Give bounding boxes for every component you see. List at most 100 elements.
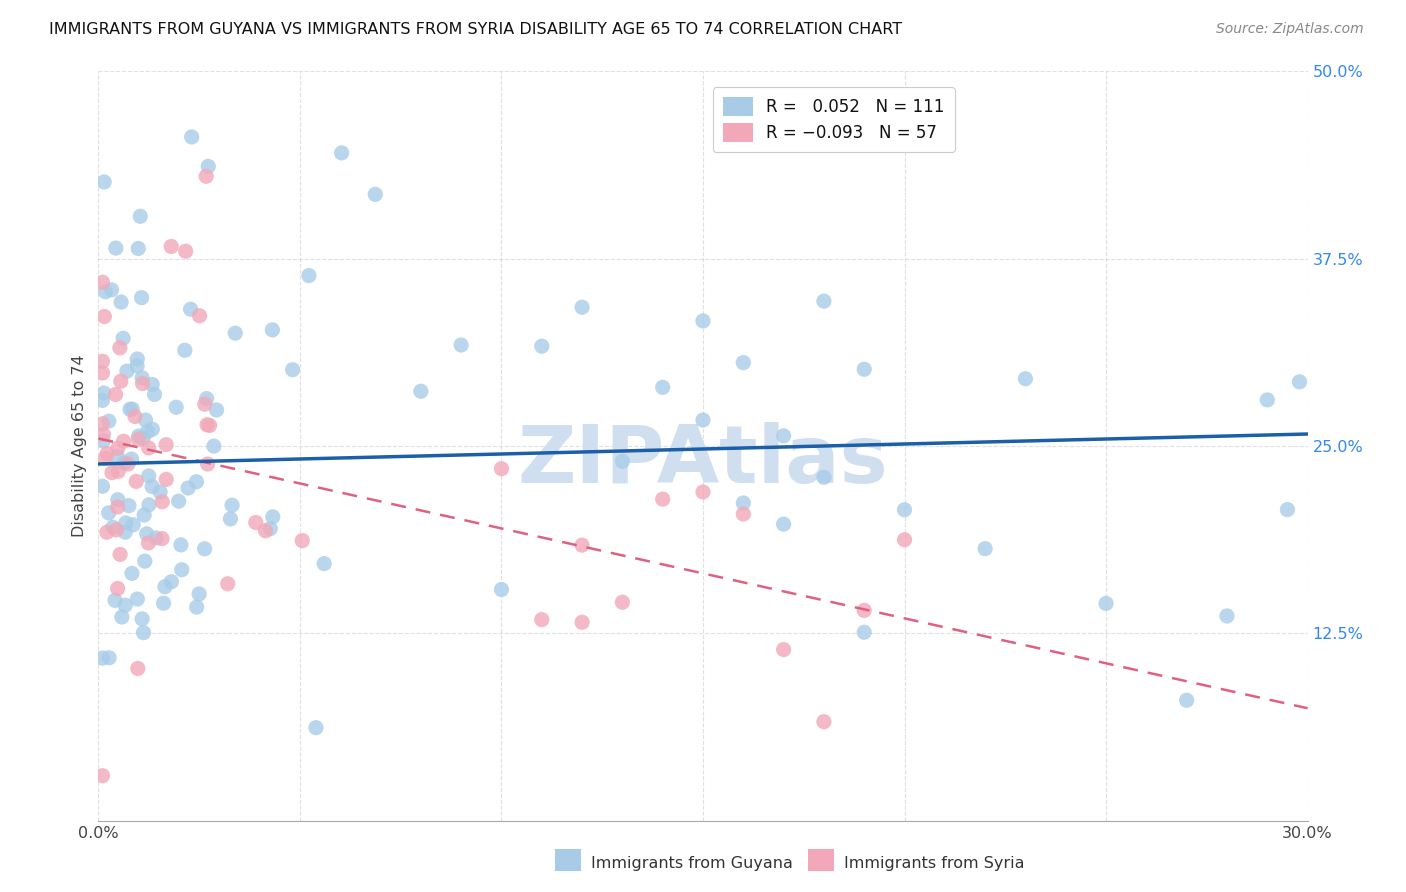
Point: [132, 625, 155, 640]
Point: [138, 441, 160, 455]
Point: [112, 331, 135, 345]
Point: [138, 536, 160, 550]
Point: [195, 392, 218, 406]
Point: [121, 402, 143, 417]
Point: [180, 302, 202, 317]
Point: [117, 457, 139, 471]
Point: [314, 557, 336, 571]
Point: [93, 427, 115, 442]
Point: [121, 566, 143, 581]
Point: [138, 469, 160, 483]
Point: [107, 500, 129, 514]
Point: [93, 175, 115, 189]
Point: [97, 414, 120, 428]
Text: Source: ZipAtlas.com: Source: ZipAtlas.com: [1216, 22, 1364, 37]
Point: [224, 326, 246, 341]
Point: [91, 366, 114, 380]
Point: [772, 642, 794, 657]
Point: [153, 580, 176, 594]
Point: [91, 354, 114, 368]
Point: [612, 595, 634, 609]
Point: [813, 470, 835, 484]
Point: [1095, 596, 1118, 610]
Point: [128, 429, 150, 443]
Point: [298, 268, 321, 283]
Point: [165, 401, 187, 415]
Point: [134, 508, 156, 522]
Point: [813, 294, 835, 309]
Text: ZIPAtlas: ZIPAtlas: [517, 422, 889, 500]
Point: [612, 454, 634, 468]
Point: [195, 417, 218, 432]
Point: [108, 341, 131, 355]
Point: [93, 310, 115, 324]
Point: [205, 403, 228, 417]
Point: [94, 451, 117, 466]
Point: [733, 507, 755, 521]
Point: [733, 356, 755, 370]
Point: [450, 338, 472, 352]
Point: [125, 359, 148, 373]
Point: [155, 437, 177, 451]
Point: [202, 439, 225, 453]
Point: [107, 450, 129, 464]
Point: [91, 275, 114, 289]
Point: [114, 525, 136, 540]
Point: [141, 479, 163, 493]
Point: [188, 309, 211, 323]
Point: [143, 387, 166, 401]
Point: [291, 533, 314, 548]
Text: Immigrants from Syria: Immigrants from Syria: [844, 856, 1024, 871]
Point: [281, 362, 304, 376]
Point: [127, 432, 149, 446]
Point: [107, 464, 129, 478]
Point: [692, 413, 714, 427]
Point: [364, 187, 387, 202]
Point: [122, 517, 145, 532]
Point: [127, 661, 149, 675]
Point: [127, 242, 149, 256]
Point: [174, 244, 197, 259]
Point: [186, 600, 208, 615]
Point: [893, 533, 915, 547]
Point: [245, 516, 267, 530]
Point: [101, 520, 124, 534]
Point: [112, 434, 135, 449]
Point: [100, 283, 122, 297]
Point: [160, 574, 183, 589]
Text: IMMIGRANTS FROM GUYANA VS IMMIGRANTS FROM SYRIA DISABILITY AGE 65 TO 74 CORRELAT: IMMIGRANTS FROM GUYANA VS IMMIGRANTS FRO…: [49, 22, 903, 37]
Point: [155, 472, 177, 486]
Point: [195, 169, 218, 184]
Point: [219, 512, 242, 526]
Point: [134, 554, 156, 568]
Point: [651, 380, 673, 394]
Point: [491, 461, 513, 475]
Point: [134, 413, 156, 427]
Text: Immigrants from Guyana: Immigrants from Guyana: [591, 856, 793, 871]
Point: [93, 386, 115, 401]
Point: [571, 300, 593, 314]
Point: [330, 145, 353, 160]
Point: [121, 452, 143, 467]
Point: [152, 596, 174, 610]
Point: [127, 351, 149, 366]
Point: [138, 498, 160, 512]
Point: [186, 475, 208, 489]
Point: [170, 538, 193, 552]
Point: [188, 587, 211, 601]
Point: [305, 721, 328, 735]
Point: [262, 323, 284, 337]
Point: [160, 239, 183, 253]
Point: [91, 651, 114, 665]
Point: [132, 431, 155, 445]
Point: [1216, 609, 1239, 624]
Point: [692, 314, 714, 328]
Point: [131, 612, 153, 626]
Point: [772, 429, 794, 443]
Point: [104, 387, 127, 401]
Point: [105, 523, 128, 537]
Point: [96, 447, 118, 461]
Point: [150, 532, 173, 546]
Point: [141, 422, 163, 436]
Point: [108, 548, 131, 562]
